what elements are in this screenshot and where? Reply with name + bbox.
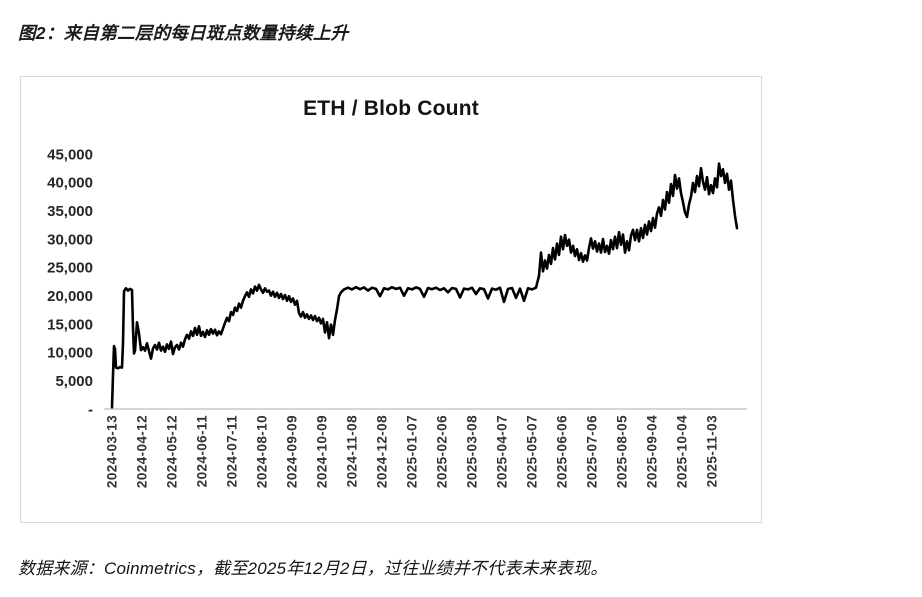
x-tick-label: 2025-03-08 [464, 415, 479, 488]
y-tick-label: - [88, 401, 93, 418]
y-tick-label: 25,000 [47, 260, 93, 277]
x-tick-label: 2024-12-08 [374, 415, 389, 488]
x-tick-label: 2025-07-06 [584, 415, 599, 488]
y-tick-label: 40,000 [47, 175, 93, 192]
x-tick-label: 2025-10-04 [674, 415, 689, 488]
chart-panel: ETH / Blob Count 45,000 40,000 35,000 30,00… [20, 76, 762, 523]
x-tick-label: 2024-08-10 [254, 415, 269, 488]
source-note: 数据来源：Coinmetrics，截至2025年12月2日，过往业绩并不代表未来… [18, 559, 608, 578]
x-tick-label: 2025-01-07 [404, 415, 419, 488]
x-tick-label: 2025-11-03 [704, 415, 719, 487]
y-tick-label: 15,000 [47, 316, 93, 333]
x-tick-label: 2024-07-11 [224, 415, 239, 487]
chart-title: ETH / Blob Count [303, 97, 479, 120]
x-tick-label: 2024-11-08 [344, 415, 359, 487]
x-tick-label: 2024-10-09 [314, 415, 329, 488]
x-tick-label: 2024-06-11 [194, 415, 209, 487]
figure-caption: 图2：来自第二层的每日斑点数量持续上升 [18, 23, 349, 43]
blob-count-line-chart: 45,000 40,000 35,000 30,000 25,000 20,000 15,0… [47, 146, 747, 488]
x-tick-label: 2024-09-09 [284, 415, 299, 488]
x-tick-label: 2024-03-13 [104, 415, 119, 488]
x-tick-label: 2025-09-04 [644, 415, 659, 488]
y-tick-label: 45,000 [47, 146, 93, 163]
y-tick-label: 30,000 [47, 231, 93, 248]
blob-count-series-line [110, 162, 739, 409]
x-tick-label: 2025-02-06 [434, 415, 449, 488]
x-tick-label: 2025-05-07 [524, 415, 539, 488]
x-tick-label: 2024-05-12 [164, 415, 179, 488]
y-tick-label: 35,000 [47, 203, 93, 220]
x-tick-label: 2025-08-05 [614, 415, 629, 488]
y-tick-label: 20,000 [47, 288, 93, 305]
x-tick-label: 2025-04-07 [494, 415, 509, 488]
x-tick-label: 2024-04-12 [134, 415, 149, 488]
y-tick-label: 5,000 [55, 373, 93, 390]
y-tick-label: 10,000 [47, 345, 93, 362]
x-tick-label: 2025-06-06 [554, 415, 569, 488]
